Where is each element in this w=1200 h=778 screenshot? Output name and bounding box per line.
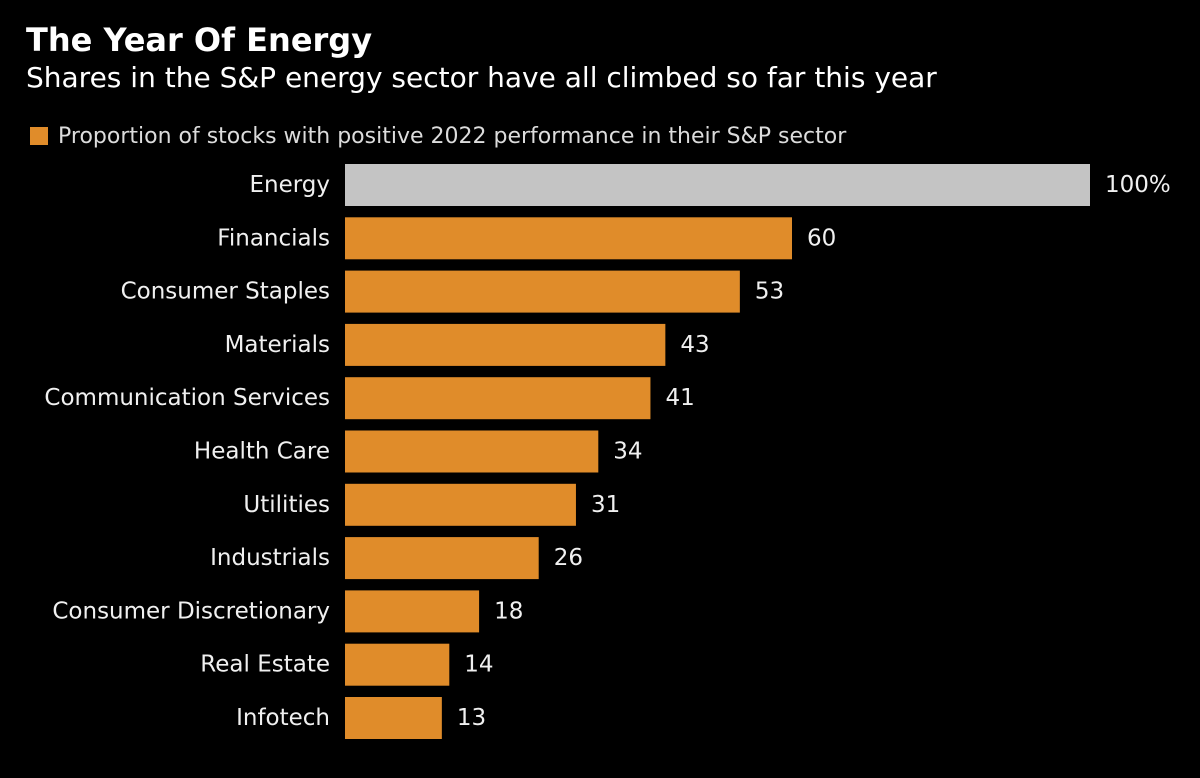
category-label-financials: Financials (217, 225, 330, 251)
legend-swatch (30, 127, 48, 145)
bar-energy (345, 164, 1090, 206)
value-label-materials: 43 (680, 332, 709, 358)
value-label-industrials: 26 (554, 545, 583, 571)
category-label-consumer-discretionary: Consumer Discretionary (52, 598, 330, 624)
bar-materials (345, 323, 666, 366)
chart-subtitle: Shares in the S&P energy sector have all… (26, 61, 937, 94)
bar-financials (345, 217, 792, 260)
category-label-communication-services: Communication Services (44, 385, 330, 411)
bar-health-care (345, 430, 599, 473)
value-label-energy: 100% (1105, 172, 1171, 198)
bar-consumer-staples (345, 270, 740, 313)
legend-label: Proportion of stocks with positive 2022 … (58, 123, 847, 149)
value-label-real-estate: 14 (464, 652, 493, 678)
chart-title: The Year Of Energy (26, 21, 373, 59)
bar-utilities (345, 483, 576, 526)
value-label-infotech: 13 (457, 705, 486, 731)
category-label-infotech: Infotech (236, 705, 330, 731)
category-label-real-estate: Real Estate (200, 652, 330, 678)
legend: Proportion of stocks with positive 2022 … (30, 120, 846, 152)
bar-industrials (345, 537, 539, 580)
category-label-energy: Energy (249, 172, 330, 198)
value-label-consumer-discretionary: 18 (494, 598, 523, 624)
bar-communication-services (345, 377, 651, 420)
bars-layer: Energy 100% Financials 60 Consumer Staples 53… (44, 164, 1171, 739)
value-label-health-care: 34 (613, 439, 642, 465)
value-label-utilities: 31 (591, 492, 620, 518)
bar-real-estate (345, 643, 450, 686)
category-label-industrials: Industrials (210, 545, 330, 571)
bar-consumer-discretionary (345, 590, 480, 633)
bar-infotech (345, 697, 442, 739)
value-label-consumer-staples: 53 (755, 279, 784, 305)
value-label-communication-services: 41 (665, 385, 694, 411)
category-label-materials: Materials (225, 332, 330, 358)
category-label-health-care: Health Care (194, 439, 330, 465)
value-label-financials: 60 (807, 225, 836, 251)
category-label-utilities: Utilities (243, 492, 330, 518)
category-label-consumer-staples: Consumer Staples (121, 279, 330, 305)
